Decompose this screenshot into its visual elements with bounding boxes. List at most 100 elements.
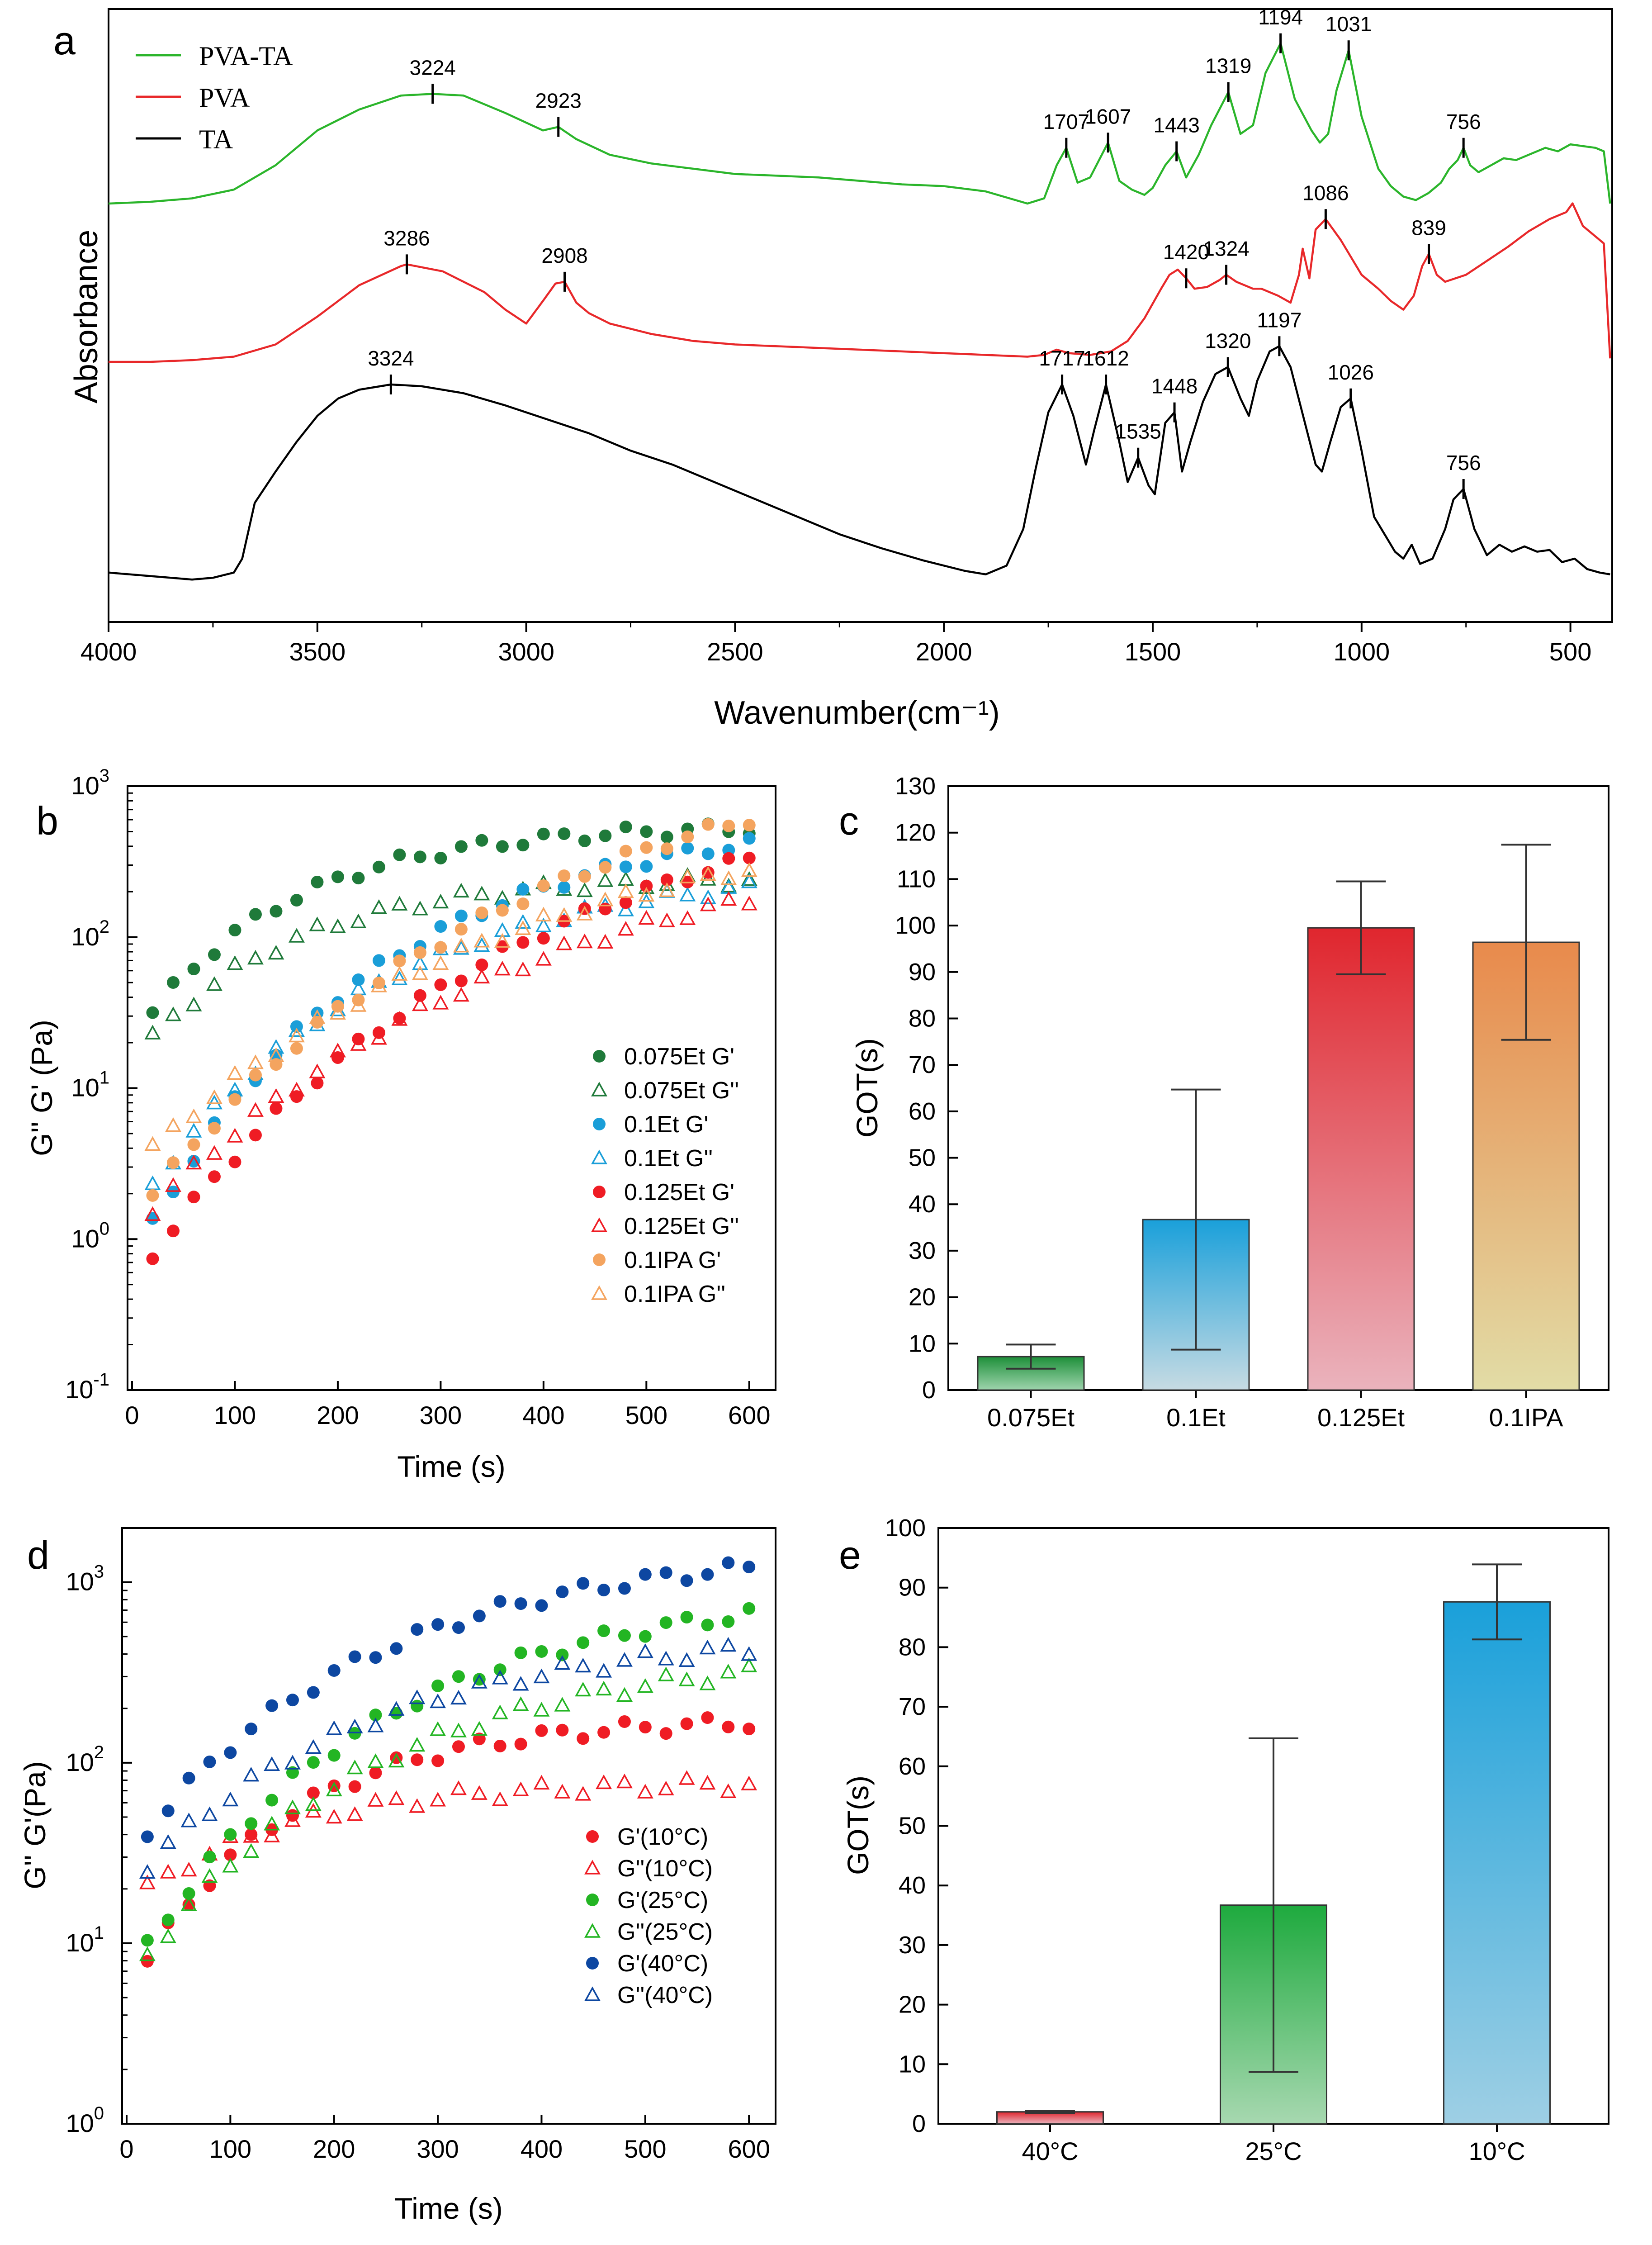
- legend-label: 0.125Et G'': [624, 1213, 739, 1239]
- data-point: [473, 968, 490, 984]
- data-point: [454, 909, 468, 922]
- bar: [1307, 927, 1415, 1391]
- data-point: [720, 870, 737, 885]
- data-point: [741, 873, 757, 888]
- x-tick-label: 200: [313, 2135, 355, 2163]
- data-point: [245, 1817, 258, 1830]
- data-point: [326, 1781, 342, 1797]
- data-point: [264, 1827, 280, 1842]
- data-point: [270, 1102, 283, 1115]
- data-point: [409, 1798, 426, 1813]
- data-point: [597, 1726, 611, 1739]
- data-point: [722, 819, 735, 832]
- data-point: [577, 1732, 590, 1745]
- data-point: [203, 1879, 216, 1892]
- x-tick-label: 2000: [916, 637, 972, 666]
- data-point: [307, 1686, 320, 1699]
- panel-a-curves: [108, 42, 1611, 581]
- data-point: [187, 963, 200, 976]
- peak-label: 1086: [1302, 181, 1349, 204]
- data-point: [327, 1749, 341, 1762]
- legend-label: G''(10°C): [617, 1856, 713, 1882]
- y-tick-label: 50: [899, 1813, 926, 1840]
- data-point: [452, 1621, 465, 1634]
- data-point: [146, 1252, 159, 1265]
- data-point: [537, 879, 550, 892]
- data-point: [160, 1834, 176, 1849]
- panel-a-label: a: [53, 18, 76, 63]
- peak-label: 1420: [1163, 240, 1209, 264]
- data-point: [388, 1701, 405, 1716]
- data-point: [741, 1657, 757, 1672]
- data-point: [639, 1568, 652, 1581]
- data-point: [578, 870, 591, 883]
- x-tick-label: 500: [625, 1401, 667, 1429]
- data-point: [331, 870, 344, 883]
- data-point: [367, 1753, 384, 1768]
- data-point: [264, 1756, 280, 1771]
- data-point: [659, 1566, 672, 1579]
- data-point: [185, 1108, 202, 1123]
- data-point: [556, 1648, 569, 1661]
- legend-marker: [586, 1957, 599, 1970]
- data-point: [475, 834, 488, 847]
- data-point: [430, 1792, 446, 1807]
- data-point: [346, 1718, 363, 1733]
- data-point: [741, 871, 757, 886]
- data-point: [245, 1723, 258, 1736]
- y-tick-label: 130: [895, 773, 936, 800]
- data-point: [597, 934, 614, 949]
- panel-b-y-axis-label: G'' G' (Pa): [25, 1020, 58, 1156]
- data-point: [139, 1875, 156, 1889]
- data-point: [515, 914, 531, 929]
- x-tick-label: 300: [417, 2135, 459, 2163]
- panel-a-x-ticks: 4000 3500 3000 2500 2000 1500 1000 500: [80, 622, 1591, 666]
- data-point: [305, 1796, 322, 1811]
- y-tick-label: 0: [922, 1376, 936, 1404]
- data-point: [203, 1755, 216, 1768]
- data-point: [640, 879, 653, 892]
- data-point: [288, 1082, 305, 1097]
- data-point: [327, 1664, 341, 1677]
- data-point: [454, 923, 468, 936]
- data-point: [434, 941, 447, 954]
- panel-c-ticks: 0 10 20 30 40 50 60 70 80 90 100 110 120 130 0.075Et 0.…: [895, 773, 1563, 1432]
- data-point: [432, 893, 449, 909]
- panel-c-got-bar-chart: c 0 10 20 30 40 50 60 70 80 90 100 110 120 130 0.075Et…: [839, 773, 1609, 1432]
- data-point: [496, 840, 509, 853]
- peak-label: 1612: [1083, 346, 1129, 370]
- data-point: [453, 938, 469, 953]
- data-point: [514, 1646, 527, 1659]
- data-point: [496, 904, 509, 917]
- panel-e-label: e: [839, 1533, 861, 1577]
- data-point: [699, 1775, 716, 1790]
- data-point: [516, 839, 530, 852]
- data-point: [393, 954, 406, 968]
- data-point: [639, 1630, 652, 1643]
- data-point: [249, 908, 262, 921]
- data-point: [369, 1651, 382, 1664]
- data-point: [305, 1739, 322, 1754]
- data-point: [722, 852, 735, 865]
- data-point: [617, 883, 634, 898]
- data-point: [286, 1694, 299, 1707]
- bar: [996, 2111, 1104, 2125]
- data-point: [493, 1595, 506, 1608]
- data-point: [554, 1697, 571, 1712]
- panel-a-legend: PVA-TA PVA TA: [136, 41, 293, 154]
- data-point: [329, 1005, 346, 1020]
- data-point: [249, 1129, 262, 1142]
- y-tick-label: 40: [899, 1872, 926, 1899]
- data-point: [166, 1186, 180, 1199]
- data-point: [350, 913, 367, 929]
- legend-marker: [593, 1186, 606, 1198]
- spectrum-pva: [109, 202, 1611, 363]
- data-point: [369, 1766, 382, 1780]
- data-point: [224, 1746, 237, 1759]
- data-point: [575, 1786, 592, 1801]
- data-point: [454, 974, 468, 987]
- y-tick-label: 10-1: [65, 1370, 109, 1404]
- panel-d-x-axis-label: Time (s): [394, 2192, 503, 2225]
- data-point: [639, 1721, 652, 1734]
- panel-c-bars: [977, 844, 1580, 1391]
